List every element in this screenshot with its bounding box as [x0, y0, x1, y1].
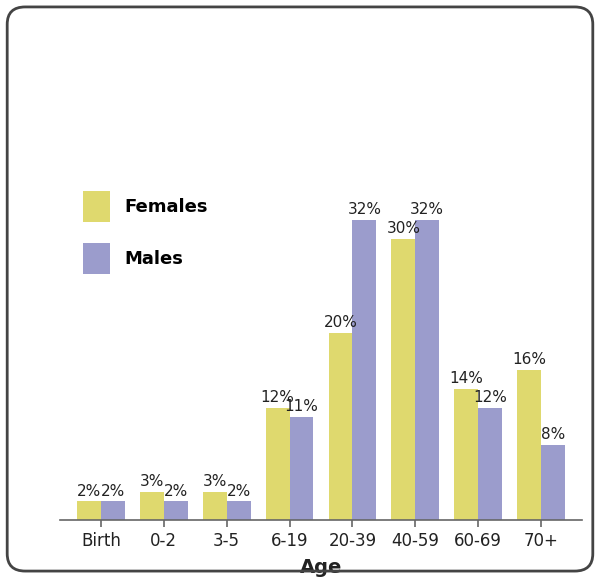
Bar — [352, 220, 376, 520]
Text: 2%: 2% — [101, 484, 125, 499]
Bar — [454, 389, 478, 520]
Text: 30%: 30% — [386, 221, 421, 236]
Bar — [415, 220, 439, 520]
Bar — [203, 492, 227, 520]
Bar — [329, 333, 352, 520]
Text: 12%: 12% — [473, 390, 507, 405]
Bar — [541, 445, 565, 520]
Bar — [164, 502, 188, 520]
Bar — [391, 239, 415, 520]
Bar — [266, 407, 290, 520]
Text: 14%: 14% — [449, 371, 483, 386]
Bar — [517, 370, 541, 520]
Text: 2%: 2% — [164, 484, 188, 499]
Text: 32%: 32% — [347, 202, 382, 217]
Bar — [101, 502, 125, 520]
Text: 11%: 11% — [284, 399, 319, 414]
Text: 32%: 32% — [410, 202, 444, 217]
Text: 12%: 12% — [260, 390, 295, 405]
Bar — [290, 417, 313, 520]
Text: 2%: 2% — [226, 484, 251, 499]
Bar — [140, 492, 164, 520]
Text: 8%: 8% — [541, 427, 565, 442]
Text: 3%: 3% — [140, 475, 164, 489]
Bar — [478, 407, 502, 520]
Text: 16%: 16% — [512, 353, 546, 368]
Bar — [77, 502, 101, 520]
Legend: Females, Males: Females, Males — [74, 183, 217, 283]
Text: 2%: 2% — [77, 484, 101, 499]
Bar — [227, 502, 251, 520]
X-axis label: Age: Age — [300, 558, 342, 577]
Text: 3%: 3% — [203, 475, 227, 489]
Text: 20%: 20% — [323, 315, 358, 330]
